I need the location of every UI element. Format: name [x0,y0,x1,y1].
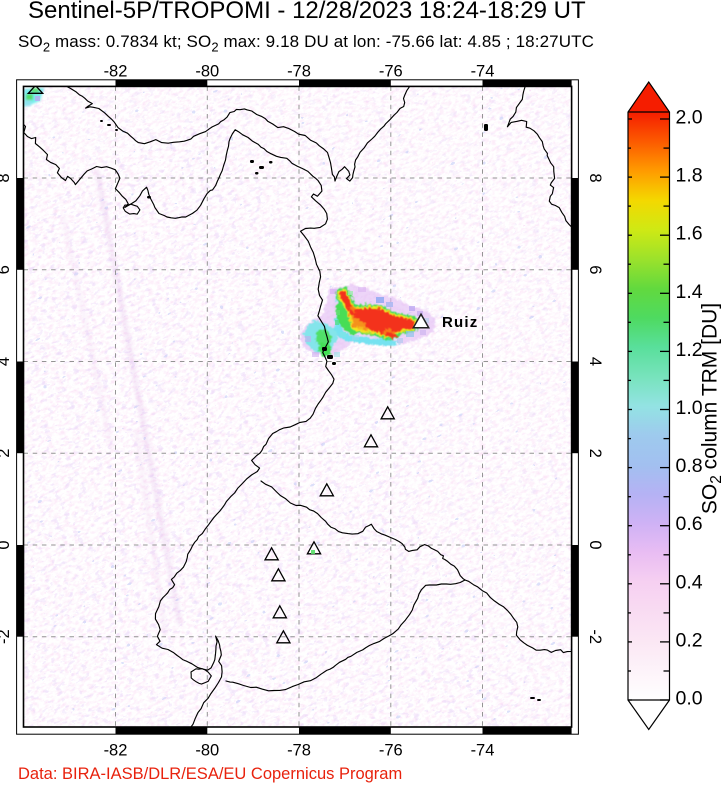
svg-text:-82: -82 [104,742,128,760]
svg-text:1.6: 1.6 [676,223,703,245]
svg-text:4: 4 [586,357,604,366]
svg-text:1.2: 1.2 [676,339,703,361]
svg-text:-76: -76 [379,742,403,760]
svg-text:0.8: 0.8 [676,455,703,477]
svg-text:2: 2 [586,449,604,458]
svg-text:-74: -74 [471,742,495,760]
svg-text:-80: -80 [195,742,219,760]
svg-text:0: 0 [586,540,604,549]
svg-text:-82: -82 [104,63,128,81]
svg-text:0.4: 0.4 [676,571,703,593]
svg-text:1.8: 1.8 [676,165,703,187]
svg-text:0.6: 0.6 [676,513,703,535]
svg-text:6: 6 [0,265,13,274]
svg-text:-78: -78 [287,742,311,760]
svg-text:8: 8 [586,173,604,182]
svg-text:SO2 column TRM [DU]: SO2 column TRM [DU] [699,303,725,514]
svg-text:-2: -2 [586,629,604,644]
svg-text:-76: -76 [379,63,403,81]
svg-text:0.0: 0.0 [676,688,703,710]
svg-text:-80: -80 [195,63,219,81]
svg-text:-74: -74 [471,63,495,81]
svg-text:2.0: 2.0 [676,107,703,129]
svg-text:4: 4 [0,357,13,366]
svg-text:-78: -78 [287,63,311,81]
svg-text:-2: -2 [0,629,13,644]
svg-text:6: 6 [586,265,604,274]
svg-text:Ruiz: Ruiz [442,314,478,331]
svg-text:0: 0 [0,540,13,549]
svg-text:1.0: 1.0 [676,397,703,419]
svg-text:8: 8 [0,173,13,182]
svg-text:1.4: 1.4 [676,281,703,303]
svg-text:2: 2 [0,449,13,458]
svg-text:0.2: 0.2 [676,629,703,651]
